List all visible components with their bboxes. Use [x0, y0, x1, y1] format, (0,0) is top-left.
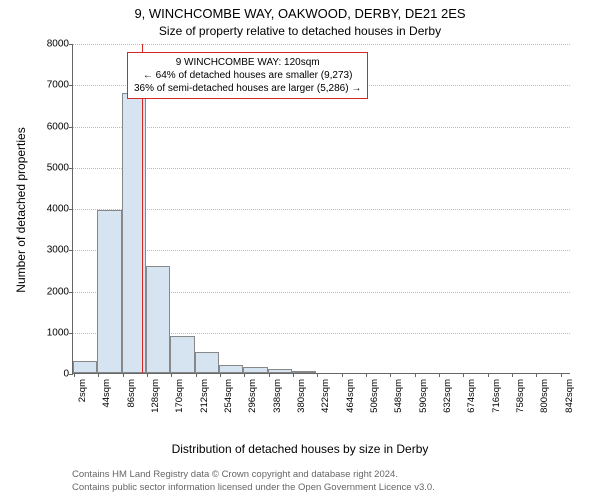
histogram-bar — [73, 361, 97, 373]
x-tick-mark — [536, 373, 537, 377]
x-tick-label: 590sqm — [418, 379, 429, 413]
x-tick-label: 338sqm — [272, 379, 283, 413]
chart-subtitle: Size of property relative to detached ho… — [0, 24, 600, 38]
annotation-box: 9 WINCHCOMBE WAY: 120sqm ← 64% of detach… — [127, 52, 368, 99]
plot-area: 0100020003000400050006000700080002sqm44s… — [72, 44, 570, 374]
x-tick-label: 674sqm — [466, 379, 477, 413]
x-tick-label: 380sqm — [296, 379, 307, 413]
x-tick-mark — [439, 373, 440, 377]
y-tick-label: 3000 — [47, 245, 69, 256]
y-tick-mark — [69, 333, 73, 334]
x-tick-label: 464sqm — [345, 379, 356, 413]
credit-line-2: Contains public sector information licen… — [72, 482, 435, 493]
x-tick-label: 758sqm — [515, 379, 526, 413]
y-tick-mark — [69, 127, 73, 128]
y-tick-label: 5000 — [47, 162, 69, 173]
x-tick-mark — [244, 373, 245, 377]
x-tick-label: 506sqm — [369, 379, 380, 413]
gridline — [73, 250, 570, 251]
x-tick-mark — [98, 373, 99, 377]
x-tick-mark — [463, 373, 464, 377]
x-tick-mark — [269, 373, 270, 377]
histogram-bar — [268, 369, 292, 373]
x-tick-mark — [123, 373, 124, 377]
x-tick-label: 632sqm — [442, 379, 453, 413]
histogram-bar — [219, 365, 243, 373]
x-tick-mark — [366, 373, 367, 377]
x-tick-label: 422sqm — [320, 379, 331, 413]
x-tick-label: 44sqm — [101, 379, 112, 408]
x-tick-mark — [561, 373, 562, 377]
y-tick-label: 4000 — [47, 204, 69, 215]
x-tick-mark — [171, 373, 172, 377]
x-tick-label: 86sqm — [126, 379, 137, 408]
gridline — [73, 168, 570, 169]
y-tick-label: 7000 — [47, 80, 69, 91]
histogram-bar — [97, 210, 121, 373]
gridline — [73, 209, 570, 210]
credit-line-1: Contains HM Land Registry data © Crown c… — [72, 469, 398, 480]
x-tick-label: 254sqm — [223, 379, 234, 413]
y-axis-label: Number of detached properties — [14, 127, 28, 292]
x-tick-label: 128sqm — [150, 379, 161, 413]
x-tick-label: 716sqm — [491, 379, 502, 413]
y-tick-label: 0 — [63, 369, 69, 380]
x-tick-mark — [342, 373, 343, 377]
x-tick-mark — [220, 373, 221, 377]
y-tick-mark — [69, 44, 73, 45]
gridline — [73, 44, 570, 45]
y-tick-mark — [69, 209, 73, 210]
y-tick-mark — [69, 374, 73, 375]
y-tick-label: 2000 — [47, 286, 69, 297]
gridline — [73, 127, 570, 128]
x-tick-mark — [74, 373, 75, 377]
x-tick-label: 212sqm — [199, 379, 210, 413]
x-axis-label: Distribution of detached houses by size … — [0, 442, 600, 456]
x-tick-label: 842sqm — [564, 379, 575, 413]
x-tick-mark — [293, 373, 294, 377]
x-tick-label: 800sqm — [539, 379, 550, 413]
x-tick-mark — [147, 373, 148, 377]
y-tick-mark — [69, 85, 73, 86]
x-tick-mark — [317, 373, 318, 377]
y-tick-mark — [69, 250, 73, 251]
x-tick-mark — [488, 373, 489, 377]
x-tick-label: 296sqm — [247, 379, 258, 413]
y-tick-label: 6000 — [47, 121, 69, 132]
x-tick-mark — [390, 373, 391, 377]
histogram-bar — [292, 371, 316, 373]
y-tick-label: 1000 — [47, 327, 69, 338]
annotation-line-3: 36% of semi-detached houses are larger (… — [134, 82, 361, 95]
y-tick-mark — [69, 168, 73, 169]
x-tick-label: 170sqm — [174, 379, 185, 413]
chart-container: 9, WINCHCOMBE WAY, OAKWOOD, DERBY, DE21 … — [0, 0, 600, 500]
y-tick-mark — [69, 292, 73, 293]
annotation-line-2: ← 64% of detached houses are smaller (9,… — [134, 69, 361, 82]
x-tick-label: 548sqm — [393, 379, 404, 413]
x-tick-mark — [415, 373, 416, 377]
x-tick-mark — [512, 373, 513, 377]
y-tick-label: 8000 — [47, 39, 69, 50]
histogram-bar — [243, 367, 267, 373]
annotation-line-1: 9 WINCHCOMBE WAY: 120sqm — [134, 56, 361, 69]
histogram-bar — [170, 336, 194, 373]
histogram-bar — [195, 352, 219, 373]
x-tick-label: 2sqm — [77, 379, 88, 402]
chart-title: 9, WINCHCOMBE WAY, OAKWOOD, DERBY, DE21 … — [0, 6, 600, 21]
x-tick-mark — [196, 373, 197, 377]
histogram-bar — [146, 266, 170, 373]
